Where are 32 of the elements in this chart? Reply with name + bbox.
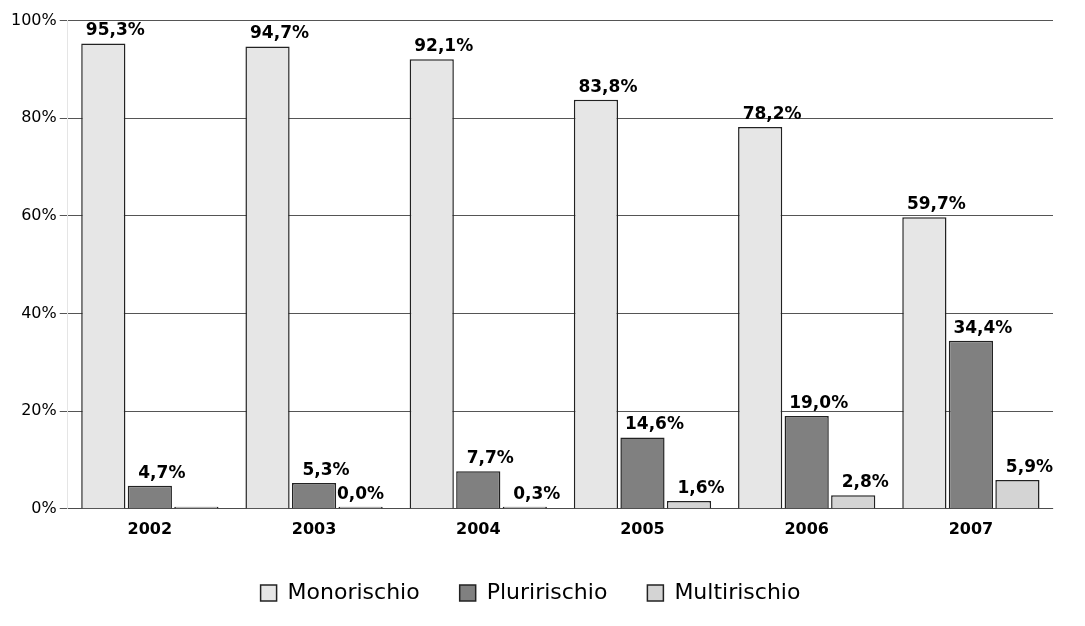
data-label: 5,9%: [1005, 455, 1053, 476]
x-tick-label: 2002: [127, 518, 173, 538]
x-tick-label: 2006: [784, 518, 829, 538]
data-label: 5,3%: [302, 458, 350, 479]
data-label: 92,1%: [414, 35, 474, 56]
data-label: 95,3%: [85, 19, 145, 40]
legend-label: Monorischio: [287, 578, 420, 604]
y-tick-label: 20%: [21, 400, 57, 420]
data-label: 7,7%: [466, 447, 514, 468]
y-tick-label: 0%: [31, 497, 57, 517]
data-label: 94,7%: [250, 22, 310, 43]
x-tick-label: 2003: [291, 518, 337, 538]
legend-label: Pluririschio: [486, 578, 608, 604]
data-label: 34,4%: [953, 316, 1013, 337]
data-label: 4,7%: [138, 461, 186, 482]
data-label: 59,7%: [906, 193, 966, 214]
y-tick-label: 40%: [21, 302, 57, 322]
y-tick-label: 80%: [21, 107, 57, 127]
x-tick-label: 2007: [948, 518, 994, 538]
data-label: 0,3%: [513, 482, 561, 503]
data-label: 83,8%: [578, 75, 638, 96]
data-label: 0,0%: [337, 482, 385, 503]
x-tick-label: 2005: [620, 518, 665, 538]
data-label: 14,6%: [624, 413, 684, 434]
x-tick-label: 2004: [456, 518, 501, 538]
legend-label: Multirischio: [674, 578, 801, 604]
y-tick-label: 100%: [10, 9, 57, 29]
data-label: 78,2%: [742, 102, 802, 123]
data-label: 19,0%: [789, 391, 849, 412]
data-label: 2,8%: [841, 471, 889, 492]
y-tick-label: 60%: [21, 205, 57, 225]
data-label: 1,6%: [677, 476, 725, 497]
